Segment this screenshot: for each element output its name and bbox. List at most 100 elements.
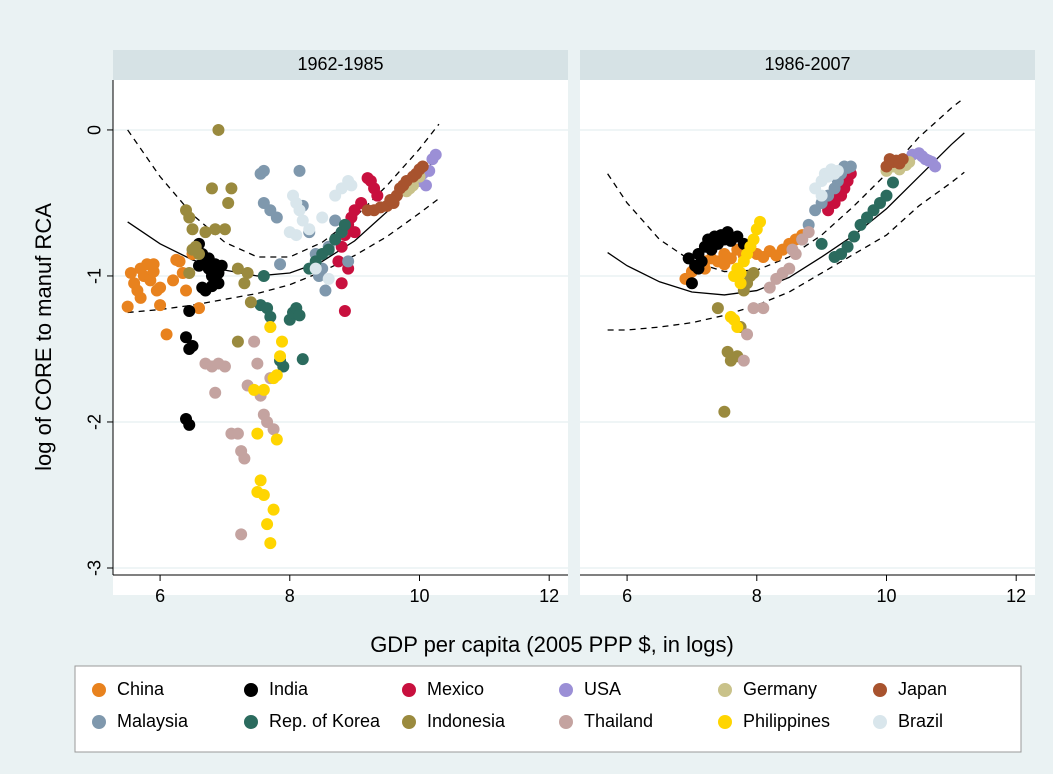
point <box>209 386 222 399</box>
point <box>922 154 935 167</box>
point <box>267 423 280 436</box>
legend-label: India <box>269 679 309 699</box>
point <box>332 255 345 268</box>
point <box>264 537 277 550</box>
point <box>257 269 270 282</box>
point <box>218 360 231 373</box>
legend-marker <box>92 715 106 729</box>
legend-label: Germany <box>743 679 817 699</box>
point <box>345 179 358 192</box>
point <box>384 194 397 207</box>
point <box>747 233 760 246</box>
point <box>218 223 231 236</box>
point <box>134 291 147 304</box>
fit-upper <box>607 97 965 273</box>
point <box>815 237 828 250</box>
legend-marker <box>244 715 258 729</box>
point <box>254 474 267 487</box>
x-tick-label: 8 <box>285 586 295 606</box>
legend-marker <box>718 683 732 697</box>
point <box>183 267 196 280</box>
legend-marker <box>402 683 416 697</box>
y-axis-label: log of CORE to manuf RCA <box>31 203 56 471</box>
legend-marker <box>559 683 573 697</box>
legend-marker <box>402 715 416 729</box>
plot-area <box>580 80 1035 595</box>
point <box>222 196 235 209</box>
point <box>786 243 799 256</box>
legend-box <box>74 665 1022 753</box>
point <box>416 160 429 173</box>
point <box>180 331 193 344</box>
point <box>692 262 705 275</box>
point <box>183 211 196 224</box>
fit-lower <box>127 198 440 314</box>
y-tick-label: 0 <box>85 125 105 135</box>
point <box>734 267 747 280</box>
point <box>244 296 257 309</box>
point <box>329 214 342 227</box>
panel-title: 1962-1985 <box>297 54 383 74</box>
point <box>248 335 261 348</box>
point <box>186 243 199 256</box>
point <box>235 528 248 541</box>
point <box>896 153 909 166</box>
legend-label: Rep. of Korea <box>269 711 381 731</box>
point <box>231 262 244 275</box>
legend-label: Thailand <box>584 711 653 731</box>
point <box>160 328 173 341</box>
point <box>180 284 193 297</box>
point <box>322 243 335 256</box>
point <box>293 309 306 322</box>
point <box>238 277 251 290</box>
point <box>257 488 270 501</box>
point <box>737 354 750 367</box>
point <box>167 274 180 287</box>
point <box>371 189 384 202</box>
point <box>192 302 205 315</box>
point <box>270 211 283 224</box>
point <box>293 164 306 177</box>
x-tick-label: 10 <box>876 586 896 606</box>
point <box>173 255 186 268</box>
legend-label: Brazil <box>898 711 943 731</box>
point <box>183 304 196 317</box>
point <box>348 226 361 239</box>
legend-label: China <box>117 679 165 699</box>
point <box>757 302 770 315</box>
y-tick-label: -2 <box>85 414 105 430</box>
point <box>338 218 351 231</box>
point <box>183 418 196 431</box>
point <box>251 357 264 370</box>
point <box>802 226 815 239</box>
point <box>290 229 303 242</box>
point <box>276 335 289 348</box>
point <box>718 258 731 271</box>
x-tick-label: 6 <box>155 586 165 606</box>
point <box>831 164 844 177</box>
point <box>319 284 332 297</box>
y-tick-label: -3 <box>85 560 105 576</box>
point <box>124 267 137 280</box>
legend-marker <box>873 683 887 697</box>
point <box>186 340 199 353</box>
point <box>741 328 754 341</box>
panel-header <box>113 50 568 80</box>
fit-lower <box>607 171 965 331</box>
x-tick-label: 12 <box>539 586 559 606</box>
legend-label: Indonesia <box>427 711 506 731</box>
point <box>205 280 218 293</box>
fit-line <box>607 132 965 296</box>
panel-title: 1986-2007 <box>764 54 850 74</box>
x-axis-label: GDP per capita (2005 PPP $, in logs) <box>370 632 734 657</box>
point <box>277 360 290 373</box>
point <box>147 258 160 271</box>
point <box>848 230 861 243</box>
point <box>293 204 306 217</box>
panel-header <box>580 50 1035 80</box>
legend-marker <box>92 683 106 697</box>
point <box>718 405 731 418</box>
point <box>121 300 134 313</box>
legend-label: USA <box>584 679 621 699</box>
